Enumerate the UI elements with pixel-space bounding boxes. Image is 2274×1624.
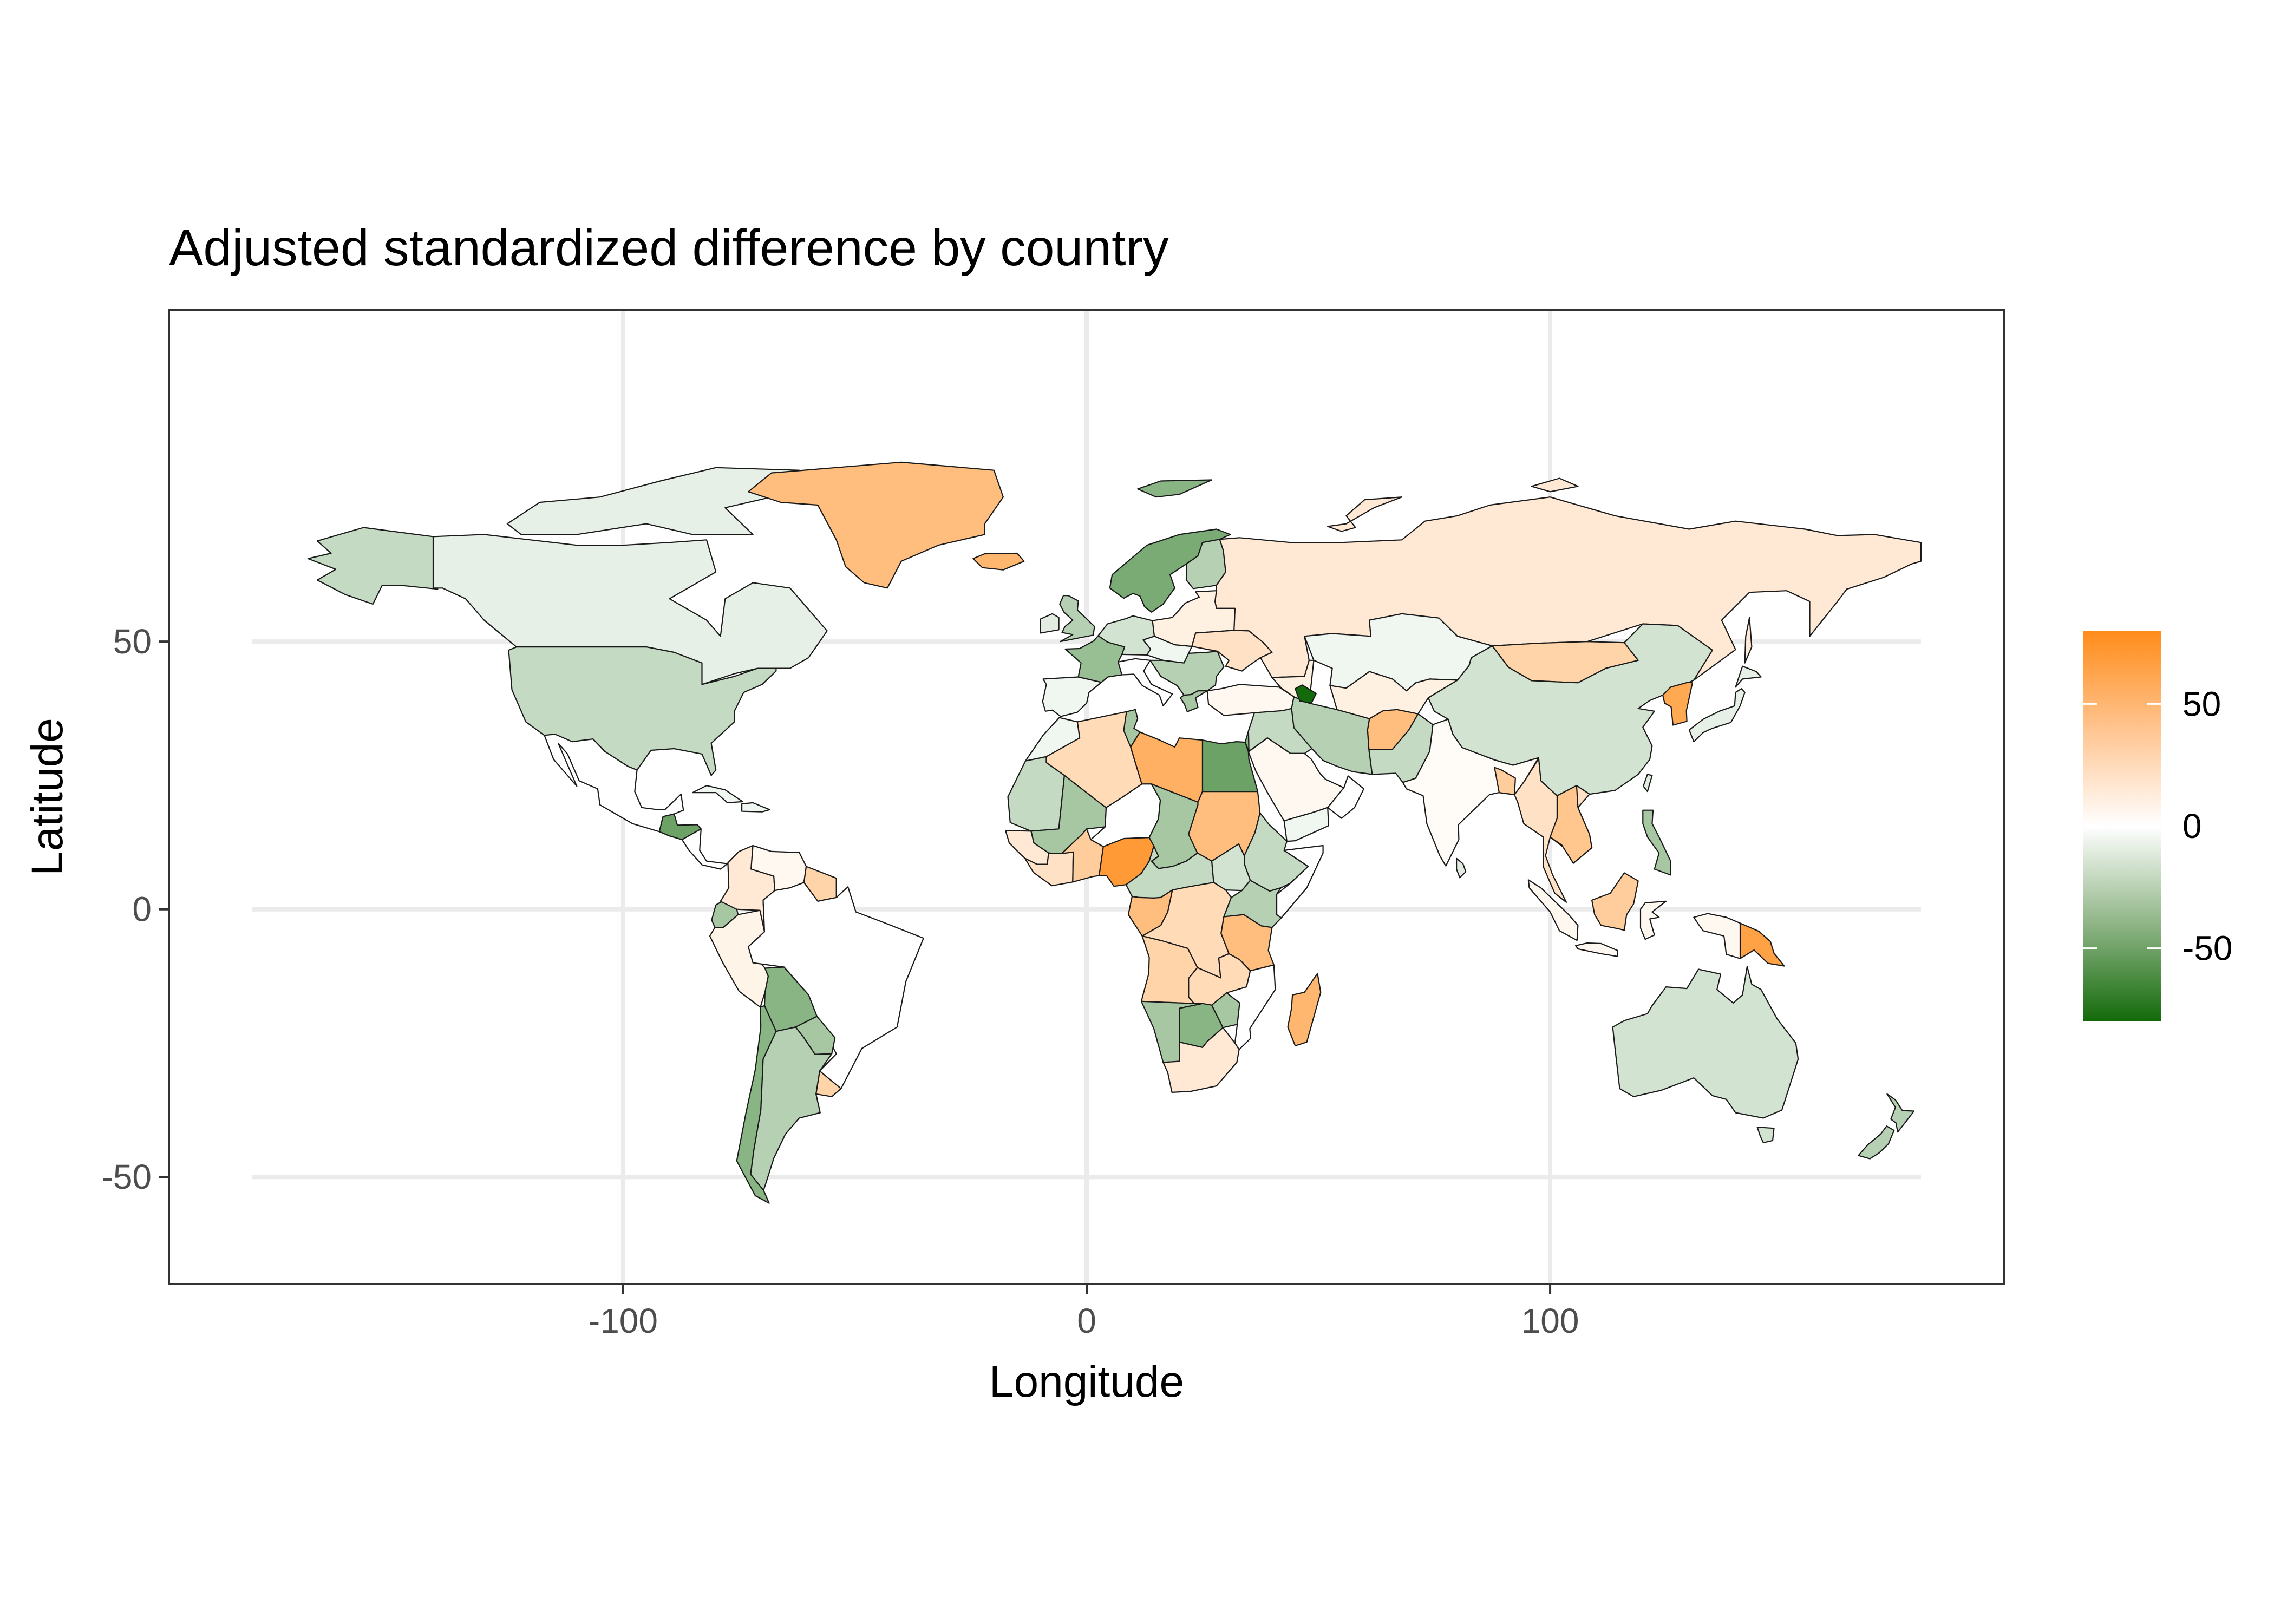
x-tick-label-1: 0	[1077, 1301, 1096, 1340]
country-novaya-zemlya	[1327, 496, 1403, 532]
y-tick-label-0: -50	[102, 1157, 152, 1196]
country-australia	[1612, 966, 1799, 1119]
color-legend: 50 0 -50	[2083, 631, 2233, 1021]
country-philippines	[1642, 809, 1671, 876]
country-russia	[1214, 496, 1922, 681]
legend-tick-label-1: 0	[2182, 807, 2202, 846]
country-canadian-arctic-archipelago	[506, 467, 800, 535]
country-indonesia-sumatra	[1527, 879, 1579, 941]
country-ireland	[1040, 613, 1060, 634]
country-taiwan	[1643, 774, 1653, 793]
country-indonesia-borneo	[1591, 872, 1639, 931]
x-tick-label-2: 100	[1521, 1301, 1579, 1340]
country-azerbaijan	[1295, 684, 1317, 704]
country-south-africa	[1162, 1027, 1240, 1093]
country-yemen	[1283, 807, 1329, 842]
country-new-zealand	[1886, 1093, 1915, 1133]
country-indonesia-java	[1575, 942, 1618, 957]
x-axis-ticks: -100 0 100	[589, 1284, 1579, 1340]
country-hokkaido	[1735, 665, 1762, 688]
country-shapes	[307, 461, 1922, 1204]
y-axis-ticks: -50 0 50	[102, 622, 169, 1196]
country-italy	[1118, 658, 1173, 706]
country-korea	[1662, 682, 1693, 726]
country-great-britain	[1059, 595, 1095, 643]
country-balkans	[1149, 650, 1225, 696]
country-greece	[1179, 690, 1208, 712]
legend-tick-label-2: -50	[2182, 929, 2233, 968]
country-japan	[1688, 688, 1746, 743]
country-sulawesi	[1639, 900, 1667, 940]
country-greenland	[748, 461, 1004, 589]
country-argentina	[750, 1026, 833, 1191]
y-tick-label-1: 0	[132, 890, 152, 929]
country-iran	[1291, 696, 1373, 775]
x-tick-label-0: -100	[589, 1301, 658, 1340]
x-axis-title: Longitude	[989, 1357, 1184, 1406]
country-papua-new-guinea	[1739, 922, 1785, 967]
legend-tick-label-0: 50	[2182, 684, 2221, 723]
country-sri-lanka	[1456, 857, 1467, 879]
country-guatemala-honduras	[658, 813, 702, 841]
country-bangladesh	[1494, 767, 1516, 796]
country-central-asia	[1329, 671, 1458, 719]
country-thailand-cambodia-laos	[1550, 785, 1593, 864]
country-tasmania	[1756, 1127, 1775, 1143]
country-hispaniola	[741, 802, 770, 813]
country-kamchatka-sakhalin	[1744, 617, 1753, 664]
y-axis-title: Latitude	[23, 718, 72, 876]
chart-title: Adjusted standardized difference by coun…	[169, 219, 1169, 277]
country-new-zealand-south	[1858, 1125, 1895, 1160]
y-tick-label-2: 50	[113, 622, 152, 661]
country-zimbabwe	[1211, 992, 1240, 1029]
country-svalbard	[1137, 479, 1213, 498]
country-alaska	[307, 527, 439, 605]
country-madagascar	[1287, 973, 1322, 1046]
country-severnaya-zemlya	[1531, 477, 1579, 493]
country-cuba	[692, 785, 743, 803]
country-mexico	[544, 734, 684, 833]
country-iceland	[972, 552, 1025, 571]
country-oman	[1327, 775, 1364, 819]
country-new-guinea-west	[1693, 913, 1741, 959]
legend-ticks: 50 0 -50	[2083, 684, 2233, 968]
